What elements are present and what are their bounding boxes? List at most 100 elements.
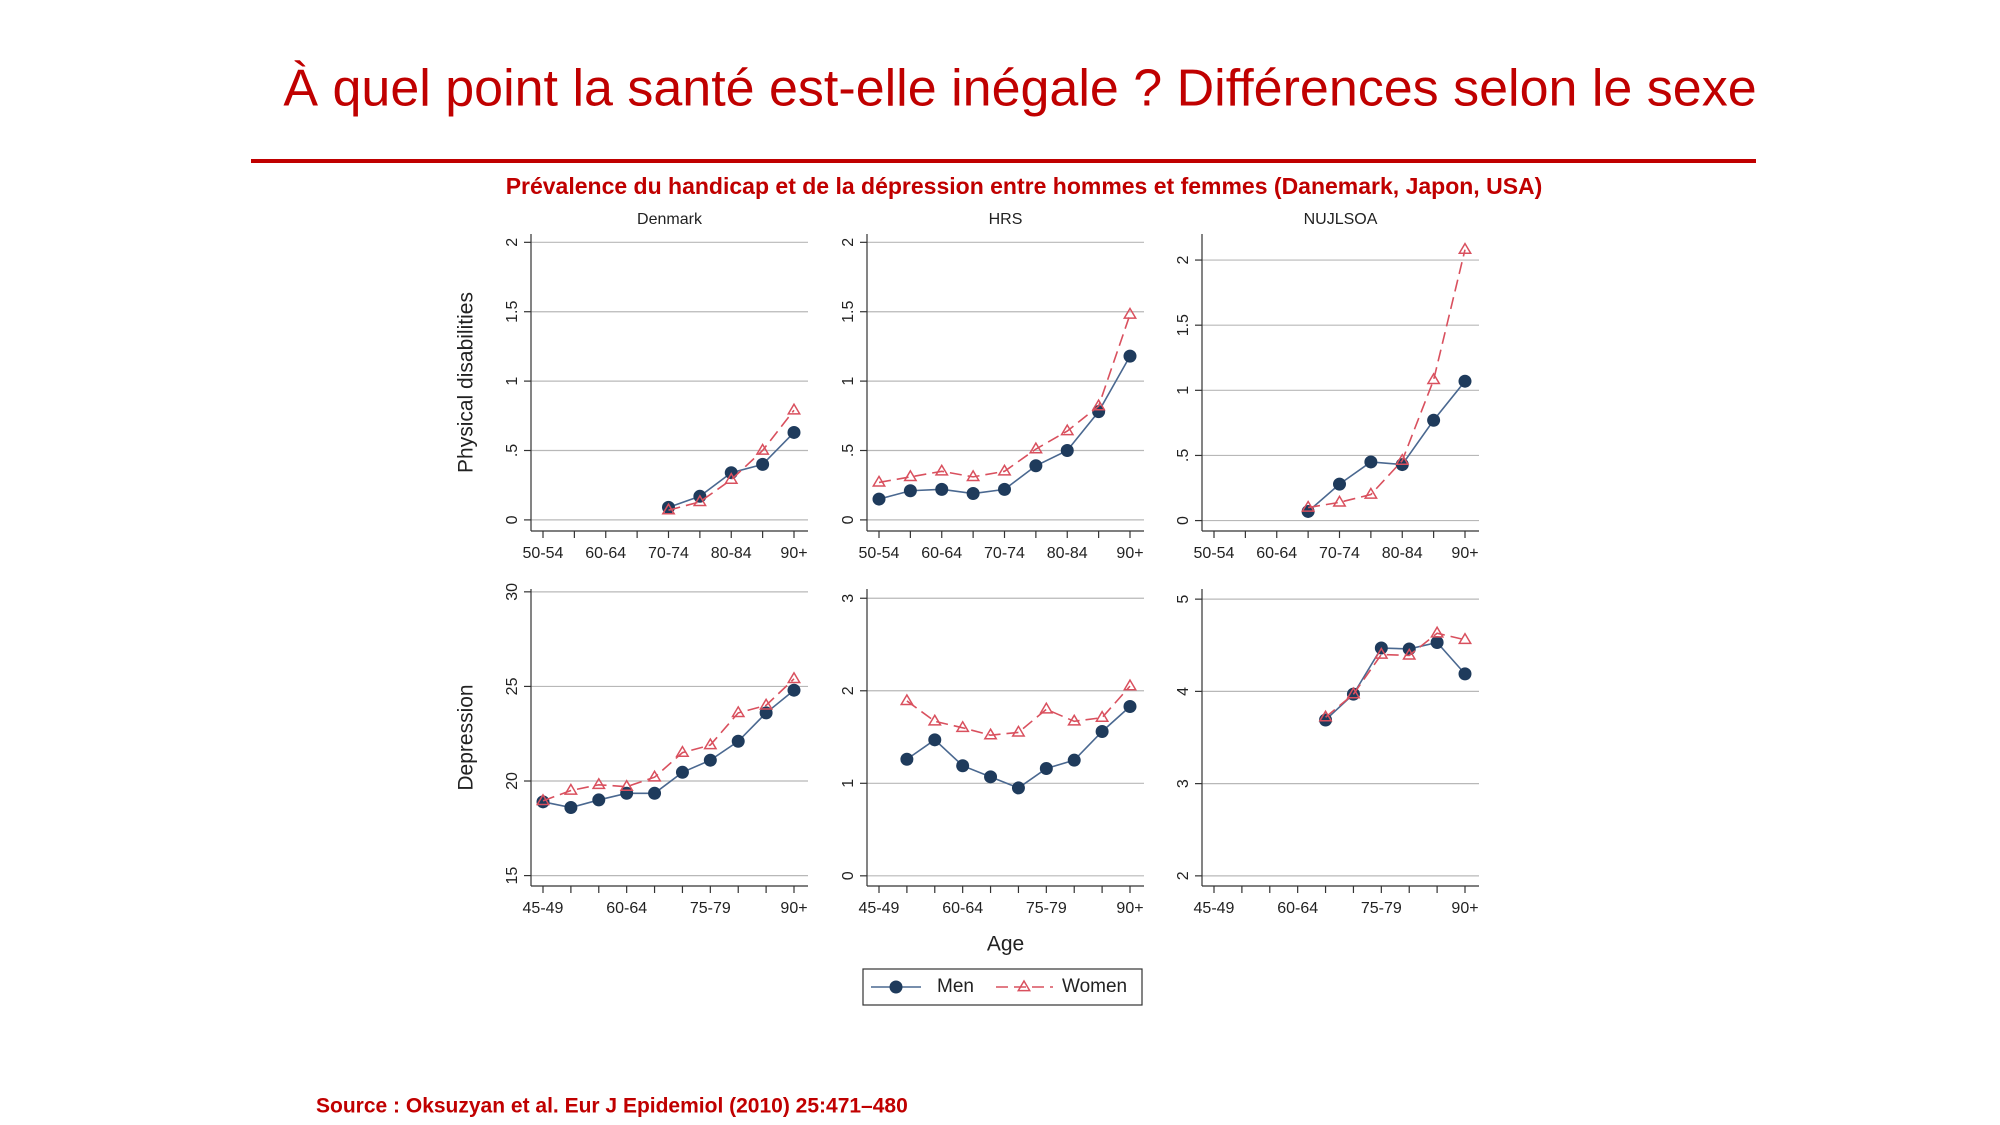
y-tick-label: 3 [1175,779,1192,788]
men-marker [1458,667,1472,681]
women-marker [675,745,690,757]
y-tick-label: 25 [504,677,521,695]
x-tick-label: 90+ [1451,545,1478,562]
women-marker [1095,710,1110,722]
men-marker [928,733,942,747]
women-line [668,409,795,511]
y-tick-label: 20 [504,772,521,790]
y-tick-label: 30 [504,583,521,601]
y-tick-label: 1 [504,377,521,386]
women-marker [1374,647,1389,659]
chart-subtitle: Prévalence du handicap et de la dépressi… [506,173,1543,199]
men-marker [1095,724,1109,738]
x-tick-label: 60-64 [921,545,962,562]
x-tick-label: 45-49 [859,900,900,917]
men-marker [675,765,689,779]
x-tick-label: 80-84 [1047,545,1088,562]
women-marker [661,502,676,515]
men-line [1307,380,1466,513]
men-marker [787,425,801,439]
women-marker [966,469,981,482]
y-tick-label: 1.5 [840,301,857,323]
y-tick-label: 0 [504,515,521,524]
men-marker [1060,444,1074,458]
women-marker [1028,441,1043,454]
women-marker [1067,713,1082,726]
women-line [542,678,795,802]
men-line [1325,641,1466,721]
x-tick-label: 60-64 [1256,545,1297,562]
men-marker [1011,781,1025,795]
y-axis-label: Physical disabilities [455,292,478,473]
women-marker [1395,453,1410,466]
women-line [906,685,1131,736]
women-marker [535,793,551,806]
men-marker [1364,455,1378,469]
y-tick-label: 4 [1175,687,1192,696]
x-tick-label: 90+ [780,545,807,562]
men-marker [592,793,606,807]
y-tick-label: 2 [1175,256,1192,265]
x-tick-label: 60-64 [1277,900,1318,917]
women-marker [983,727,998,740]
men-marker [703,753,717,767]
men-line [542,689,795,809]
y-tick-label: 1 [840,779,857,788]
x-tick-label: 75-79 [1361,900,1402,917]
women-marker [724,472,739,484]
panel-title: HRS [989,211,1023,228]
men-marker [1123,349,1137,363]
women-marker [1346,686,1361,699]
x-tick-label: 75-79 [690,900,731,917]
women-marker [731,705,746,718]
women-marker [692,494,707,507]
panel-title: NUJLSOA [1304,211,1378,228]
women-line [1307,249,1466,509]
men-marker [903,484,917,498]
women-marker [1402,647,1417,660]
men-marker [935,482,949,496]
y-tick-label: 2 [504,238,521,247]
women-marker [1318,709,1333,722]
legend-label: Men [937,976,974,997]
x-tick-label: 90+ [1451,900,1478,917]
men-marker [1039,761,1053,775]
men-marker [1123,700,1137,714]
men-marker [872,492,886,506]
x-tick-label: 75-79 [1026,900,1067,917]
y-tick-label: 1.5 [1175,314,1192,336]
women-marker [1122,678,1138,691]
women-marker [1039,701,1054,714]
women-marker [1016,979,1032,992]
women-marker [1301,500,1316,512]
women-marker [1332,494,1347,507]
y-tick-label: .5 [504,444,521,457]
y-tick-label: 1 [1175,386,1192,395]
y-tick-label: 0 [840,871,857,880]
x-tick-label: 50-54 [523,545,564,562]
men-marker [1430,635,1444,649]
y-tick-label: 0 [1175,516,1192,525]
men-marker [889,980,903,994]
x-tick-label: 60-64 [606,900,647,917]
men-marker [998,482,1011,496]
women-marker [786,671,802,684]
women-marker [1457,242,1473,254]
y-tick-label: 2 [840,238,857,247]
panel-title: Denmark [637,211,703,228]
y-tick-label: 5 [1175,595,1192,604]
source-note: Source : Oksuzyan et al. Eur J Epidemiol… [316,1095,908,1118]
women-line [1325,632,1466,718]
men-marker [900,752,914,766]
x-tick-label: 90+ [1116,545,1143,562]
men-marker [984,770,998,784]
women-marker [591,777,606,790]
women-marker [997,463,1012,476]
men-marker [1029,459,1043,473]
x-tick-label: 50-54 [1194,545,1235,562]
x-tick-label: 45-49 [1194,900,1235,917]
x-tick-label: 90+ [780,900,807,917]
men-marker [648,786,662,800]
